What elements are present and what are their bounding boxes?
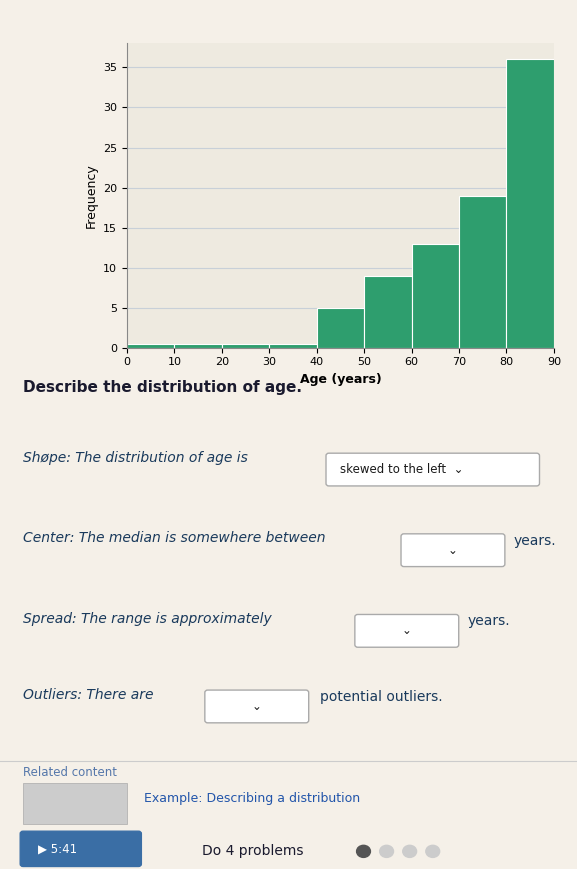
FancyBboxPatch shape xyxy=(355,614,459,647)
Text: years.: years. xyxy=(467,614,510,628)
Text: ⌄: ⌄ xyxy=(402,624,412,637)
Text: Describe the distribution of age.: Describe the distribution of age. xyxy=(23,380,302,395)
Text: Center: The median is somewhere between: Center: The median is somewhere between xyxy=(23,531,325,546)
Y-axis label: Frequency: Frequency xyxy=(85,163,98,228)
Bar xyxy=(269,343,317,348)
X-axis label: Age (years): Age (years) xyxy=(299,373,381,386)
Text: skewed to the left  ⌄: skewed to the left ⌄ xyxy=(340,463,464,476)
Text: ⌄: ⌄ xyxy=(252,700,262,713)
Text: potential outliers.: potential outliers. xyxy=(320,690,443,704)
Bar xyxy=(317,308,364,348)
Text: Shøpe: The distribution of age is: Shøpe: The distribution of age is xyxy=(23,451,248,465)
Text: years.: years. xyxy=(514,534,556,547)
Text: ▶ 5:41: ▶ 5:41 xyxy=(38,842,77,855)
FancyBboxPatch shape xyxy=(401,534,505,567)
Bar xyxy=(364,275,411,348)
Bar xyxy=(23,783,127,824)
Bar xyxy=(459,196,507,348)
Circle shape xyxy=(357,846,370,858)
Text: Do 4 problems: Do 4 problems xyxy=(202,845,304,859)
Bar xyxy=(127,343,174,348)
Text: Example: Describing a distribution: Example: Describing a distribution xyxy=(144,792,361,805)
FancyBboxPatch shape xyxy=(326,454,539,486)
Bar xyxy=(411,243,459,348)
Circle shape xyxy=(426,846,440,858)
Bar xyxy=(174,343,222,348)
FancyBboxPatch shape xyxy=(20,831,141,866)
Text: Outliers: There are: Outliers: There are xyxy=(23,687,153,701)
FancyBboxPatch shape xyxy=(205,690,309,723)
Circle shape xyxy=(380,846,394,858)
Text: ⌄: ⌄ xyxy=(448,544,458,557)
Bar xyxy=(222,343,269,348)
Bar xyxy=(507,59,554,348)
Text: Spread: The range is approximately: Spread: The range is approximately xyxy=(23,612,272,626)
Circle shape xyxy=(403,846,417,858)
Text: Related content: Related content xyxy=(23,766,117,779)
